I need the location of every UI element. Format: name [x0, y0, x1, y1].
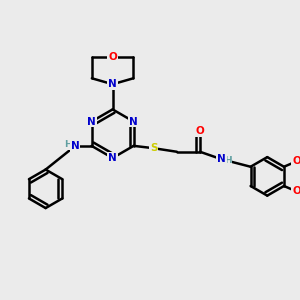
Text: H: H	[224, 156, 231, 165]
Text: N: N	[108, 153, 117, 163]
Text: N: N	[108, 79, 117, 89]
Text: O: O	[292, 156, 300, 167]
Text: N: N	[129, 117, 138, 127]
Text: S: S	[150, 143, 158, 153]
Text: N: N	[71, 141, 80, 151]
Text: H: H	[64, 140, 72, 149]
Text: O: O	[108, 52, 117, 62]
Text: N: N	[87, 117, 96, 127]
Text: O: O	[196, 126, 204, 136]
Text: N: N	[217, 154, 226, 164]
Text: O: O	[292, 186, 300, 196]
